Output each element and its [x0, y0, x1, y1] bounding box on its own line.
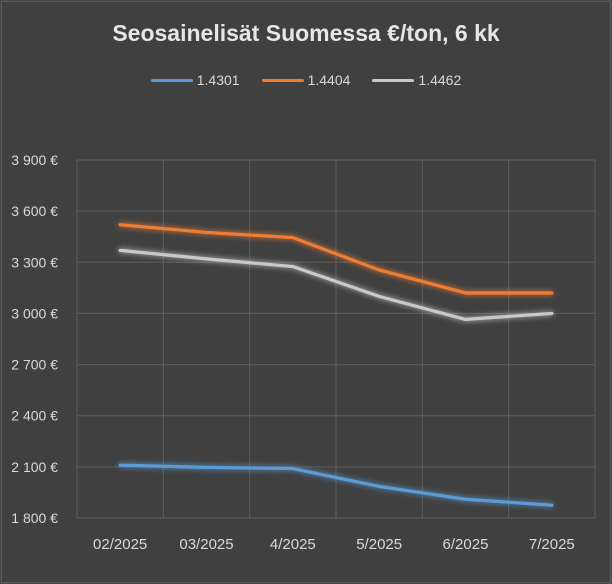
y-tick-label: 2 400 € — [11, 408, 58, 424]
series-line-2 — [118, 223, 554, 295]
legend-swatch-2 — [261, 78, 304, 82]
y-tick-label: 3 600 € — [11, 203, 58, 219]
y-tick-label: 3 300 € — [11, 254, 58, 270]
x-tick-label: 7/2025 — [529, 536, 575, 553]
series-line-3 — [118, 248, 554, 321]
x-tick-label: 02/2025 — [93, 536, 147, 553]
legend-item-2: 1.4404 — [261, 72, 351, 88]
legend: 1.4301 1.4404 1.4462 — [0, 72, 612, 88]
y-tick-label: 3 900 € — [11, 152, 58, 168]
x-tick-label: 6/2025 — [443, 536, 489, 553]
y-tick-label: 2 100 € — [11, 459, 58, 475]
legend-item-3: 1.4462 — [372, 72, 461, 88]
legend-item-1: 1.4301 — [150, 72, 240, 88]
series-line-1 — [118, 463, 554, 507]
x-tick-label: 5/2025 — [356, 536, 402, 553]
chart-title: Seosainelisät Suomessa €/ton, 6 kk — [112, 20, 500, 46]
x-tick-label: 4/2025 — [270, 536, 316, 553]
y-tick-label: 1 800 € — [11, 510, 58, 526]
legend-swatch-3 — [372, 78, 415, 82]
x-tick-label: 03/2025 — [179, 536, 233, 553]
y-tick-label: 3 000 € — [11, 305, 58, 321]
legend-swatch-1 — [150, 78, 193, 82]
legend-label-2: 1.4404 — [307, 72, 351, 88]
legend-label-1: 1.4301 — [196, 72, 240, 88]
y-tick-label: 2 700 € — [11, 357, 58, 373]
legend-label-3: 1.4462 — [418, 72, 462, 88]
